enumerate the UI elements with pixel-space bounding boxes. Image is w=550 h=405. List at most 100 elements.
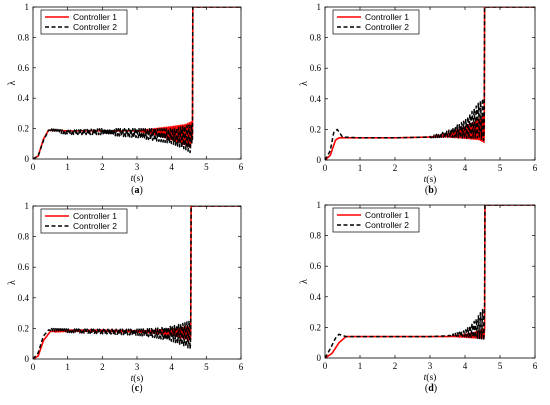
x-tick-label: 4 [169,362,174,372]
panel-caption: (d) [425,383,437,394]
x-tick-label: 3 [428,163,433,173]
x-tick-label: 0 [31,362,36,372]
x-tick-label: 1 [65,362,70,372]
series-line-controller-2 [33,7,241,159]
x-tick-label: 0 [323,163,328,173]
y-tick-label: 0.2 [18,323,29,333]
y-axis-label: λ [7,80,18,85]
x-tick-label: 6 [239,362,244,372]
x-tick-label: 6 [533,361,538,371]
y-tick-label: 1 [317,200,322,210]
x-axis-label-var: t [424,373,427,383]
x-tick-label: 4 [169,162,174,172]
chart-panel-a: 0 1 2 3 4 5 6 0 0.2 0.4 0.6 0.8 1 t(s) λ Controller 1Co… [7,2,244,196]
chart-panel-c: 0 1 2 3 4 5 6 0 0.2 0.4 0.6 0.8 1 t(s) λ Controller 1Co… [7,201,244,394]
y-tick-label: 1 [317,2,322,12]
x-tick-label: 0 [323,361,328,371]
x-axis-label-unit: (s) [426,174,436,185]
chart-panel-d: 0 1 2 3 4 5 6 0 0.2 0.4 0.6 0.8 1 t(s) λ Controller 1Co… [299,200,538,394]
x-tick-label: 6 [533,163,538,173]
legend-label-controller-1: Controller 1 [73,211,117,221]
y-tick-label: 0.6 [18,63,30,73]
y-tick-label: 0.8 [310,33,322,43]
legend-label-controller-2: Controller 2 [73,221,117,231]
x-tick-label: 3 [135,162,140,172]
plot-area [33,206,241,359]
x-tick-label: 3 [135,362,140,372]
legend-label-controller-1: Controller 1 [365,210,409,220]
y-tick-label: 0 [317,155,322,165]
legend-label-controller-1: Controller 1 [73,12,117,22]
x-axis-label: t(s) [131,373,144,384]
y-tick-label: 0 [25,154,30,164]
x-tick-label: 4 [463,163,468,173]
panel-caption: (a) [131,185,143,196]
y-tick-label: 0.8 [310,231,322,241]
x-tick-label: 4 [463,361,468,371]
x-axis-label: t(s) [424,174,437,185]
x-tick-label: 5 [498,361,503,371]
y-axis-label: λ [7,280,18,285]
y-tick-label: 1 [25,2,30,12]
x-tick-label: 6 [239,162,244,172]
y-tick-label: 0.2 [18,124,29,134]
y-tick-label: 0.4 [18,93,30,103]
y-tick-label: 0.4 [310,94,322,104]
plot-area [325,7,535,160]
legend-box [332,9,420,35]
x-tick-label: 5 [204,162,209,172]
x-tick-label: 5 [204,362,209,372]
series-line-controller-2 [325,205,535,358]
y-tick-label: 0.6 [18,262,30,272]
y-axis-label: λ [299,279,310,284]
x-axis-label-var: t [131,174,134,184]
plot-area [33,7,241,159]
legend-box [332,207,420,233]
chart-panel-b: 0 1 2 3 4 5 6 0 0.2 0.4 0.6 0.8 1 t(s) λ Controller 1Co… [299,2,538,196]
y-tick-label: 0.6 [310,261,322,271]
y-tick-label: 0.6 [310,63,322,73]
x-tick-label: 2 [393,361,398,371]
x-tick-label: 2 [100,162,105,172]
x-axis-label-unit: (s) [133,173,143,184]
series-line-controller-2 [33,206,241,359]
y-tick-label: 0.2 [310,322,321,332]
x-axis-label-var: t [131,374,134,384]
x-tick-label: 1 [358,361,363,371]
panel-caption: (b) [425,185,437,196]
legend-label-controller-2: Controller 2 [365,22,409,32]
series-line-controller-2 [325,7,535,160]
y-tick-label: 0.8 [18,232,30,242]
x-tick-label: 5 [498,163,503,173]
x-tick-label: 1 [65,162,70,172]
x-axis-label: t(s) [131,173,144,184]
panel-caption: (c) [131,383,142,394]
y-tick-label: 0.2 [310,124,321,134]
plot-area [325,205,535,358]
y-tick-label: 0.8 [18,32,30,42]
x-tick-label: 3 [428,361,433,371]
y-tick-label: 1 [25,201,30,211]
x-tick-label: 2 [100,362,105,372]
y-tick-label: 0.4 [18,293,30,303]
x-tick-label: 1 [358,163,363,173]
y-axis-label: λ [299,81,310,86]
legend-box [40,9,128,35]
x-tick-label: 0 [31,162,36,172]
x-axis-label-unit: (s) [133,373,143,384]
y-tick-label: 0.4 [310,292,322,302]
legend-label-controller-2: Controller 2 [365,220,409,230]
x-axis-label-unit: (s) [426,372,436,383]
x-tick-label: 2 [393,163,398,173]
y-tick-label: 0 [317,353,322,363]
y-tick-label: 0 [25,354,30,364]
x-axis-label: t(s) [424,372,437,383]
legend-label-controller-1: Controller 1 [365,12,409,22]
legend-box [40,208,128,234]
legend-label-controller-2: Controller 2 [73,22,117,32]
